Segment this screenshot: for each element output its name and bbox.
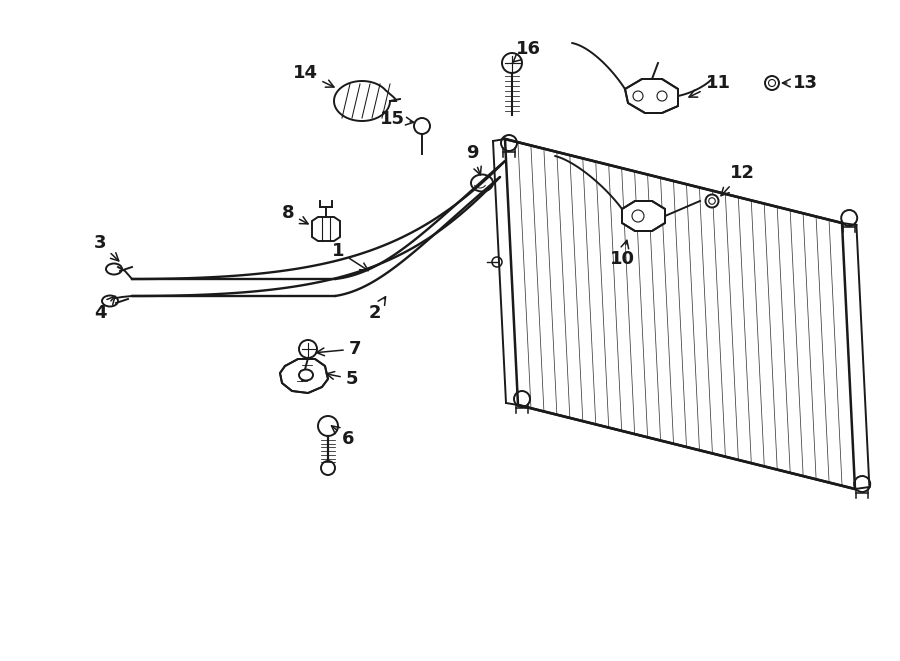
Text: 3: 3 <box>94 234 119 261</box>
Ellipse shape <box>765 76 779 90</box>
Circle shape <box>854 476 870 492</box>
Text: 10: 10 <box>609 241 634 268</box>
Circle shape <box>318 416 338 436</box>
Text: 7: 7 <box>317 340 361 358</box>
Circle shape <box>414 118 430 134</box>
Circle shape <box>492 257 502 267</box>
Ellipse shape <box>102 295 118 307</box>
Text: 14: 14 <box>292 64 334 87</box>
Ellipse shape <box>299 369 313 381</box>
Text: 2: 2 <box>369 297 385 322</box>
Circle shape <box>514 391 530 407</box>
Ellipse shape <box>471 175 493 192</box>
Polygon shape <box>280 359 328 393</box>
Text: 12: 12 <box>721 164 754 196</box>
Text: 1: 1 <box>332 242 368 270</box>
Circle shape <box>321 461 335 475</box>
Text: 16: 16 <box>512 40 541 63</box>
Text: 15: 15 <box>380 110 414 128</box>
Polygon shape <box>622 201 665 231</box>
Text: 6: 6 <box>331 426 355 448</box>
Circle shape <box>502 53 522 73</box>
Text: 5: 5 <box>327 370 358 388</box>
Text: 9: 9 <box>466 144 482 175</box>
Circle shape <box>299 340 317 358</box>
Text: 13: 13 <box>782 74 817 92</box>
Polygon shape <box>312 217 340 241</box>
Polygon shape <box>334 81 396 121</box>
Circle shape <box>842 210 857 226</box>
Text: 8: 8 <box>282 204 308 224</box>
Text: 4: 4 <box>94 296 115 322</box>
Ellipse shape <box>706 194 718 208</box>
Circle shape <box>501 135 517 151</box>
Text: 11: 11 <box>689 74 731 97</box>
Ellipse shape <box>709 198 716 204</box>
Ellipse shape <box>769 79 776 87</box>
Polygon shape <box>625 79 678 113</box>
Ellipse shape <box>106 264 122 274</box>
